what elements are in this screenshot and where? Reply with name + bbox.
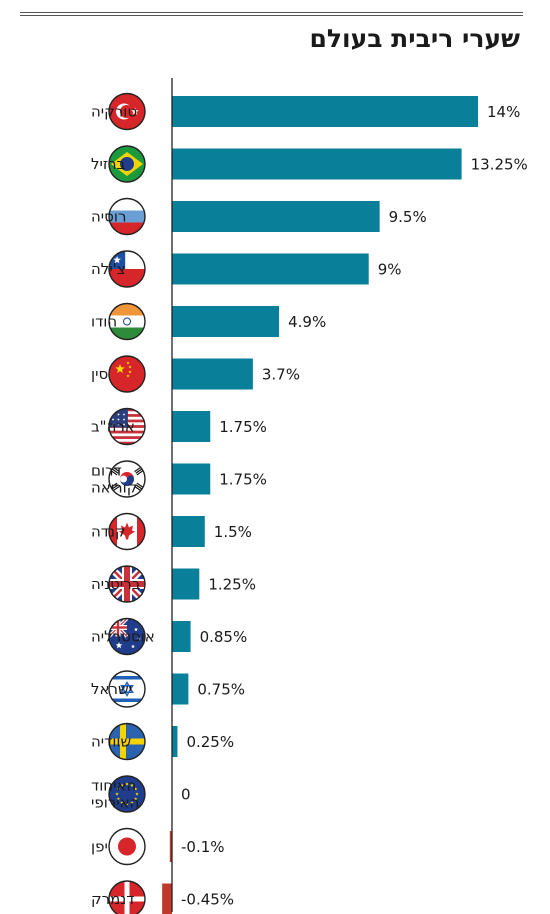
category-label: צ'ילה	[91, 260, 126, 278]
chart-bar	[172, 568, 200, 600]
data-label: 3.7%	[262, 366, 300, 384]
data-label: 1.25%	[208, 576, 256, 594]
data-label: 0.25%	[186, 733, 234, 751]
top-rule	[20, 12, 523, 13]
chart-row: 9% צ'ילה	[91, 250, 402, 288]
category-label: טורקיה	[91, 103, 137, 121]
chart-row: 0.85% אוסטרליה	[91, 617, 248, 656]
chart-bar	[169, 831, 172, 862]
chart-row: 0.25% שוודיה	[91, 722, 234, 761]
category-label: ברזיל	[91, 155, 126, 173]
chart-bar	[172, 148, 462, 180]
flag-outline	[108, 670, 146, 708]
chart-title: שערי ריבית בעולם	[309, 24, 520, 53]
category-label: ישראל	[91, 680, 132, 698]
flag-outline	[108, 355, 146, 393]
top-rule-second	[20, 15, 523, 16]
data-label: 1.75%	[219, 471, 267, 489]
category-label: בריטניה	[91, 575, 141, 593]
south-korea-flag-icon	[109, 461, 145, 497]
japan-flag-icon	[109, 828, 145, 865]
category-label: יפן	[91, 838, 108, 856]
category-label: רוסיה	[91, 208, 126, 226]
flag-outline	[108, 145, 146, 183]
flag-outline	[108, 565, 146, 603]
chart-row: 14% טורקיה	[91, 92, 520, 131]
data-label: 0.75%	[197, 681, 245, 699]
chart-bar	[172, 306, 280, 337]
data-label: 4.9%	[288, 313, 326, 331]
chart-bar	[172, 516, 205, 547]
category-label: דנמרק	[91, 890, 135, 908]
chart-bar	[172, 726, 178, 757]
chart-row: 13.25% ברזיל	[91, 145, 528, 183]
category-label: קנדה	[91, 523, 126, 541]
chart-row: -0.45% דנמרק	[91, 880, 234, 914]
chart-bar	[172, 411, 211, 442]
china-flag-icon	[109, 356, 145, 392]
flag-outline	[108, 250, 146, 288]
flag-outline	[108, 617, 146, 656]
chart-row: 1.75% ארה"ב	[91, 407, 267, 446]
flag-outline	[108, 722, 146, 761]
category-label: דרום	[91, 462, 122, 480]
data-label: -0.45%	[181, 891, 234, 909]
flag-outline	[108, 92, 146, 131]
chart-bar	[172, 201, 380, 232]
category-label: האירופי	[91, 794, 139, 812]
flag-outline	[108, 512, 146, 551]
chart-bar	[172, 96, 478, 127]
flag-outline	[108, 775, 146, 813]
chart-bar	[172, 673, 189, 705]
category-label: אוסטרליה	[91, 628, 155, 646]
chart-bar	[172, 621, 191, 652]
chart-bar	[172, 358, 253, 390]
israel-flag-icon	[109, 671, 145, 707]
data-label: 0.85%	[200, 628, 248, 646]
brazil-flag-icon	[109, 146, 145, 182]
data-label: 1.75%	[219, 418, 267, 436]
data-label: 13.25%	[471, 156, 528, 174]
category-label: שוודיה	[91, 733, 131, 751]
turkey-flag-icon	[109, 93, 145, 130]
category-label: האיחוד	[91, 777, 136, 795]
sweden-flag-icon	[109, 723, 145, 760]
flag-outline	[108, 827, 146, 866]
eu-flag-icon	[109, 776, 145, 812]
australia-flag-icon	[109, 618, 145, 655]
data-label: 9.5%	[389, 208, 427, 226]
data-label: 1.5%	[214, 523, 252, 541]
chart-row: -0.1% יפן	[91, 827, 225, 866]
flag-outline	[108, 880, 146, 914]
flag-outline	[108, 460, 146, 498]
flag-outline	[108, 197, 146, 236]
chart-row: 9.5% רוסיה	[91, 197, 427, 236]
chart-bar	[162, 883, 172, 914]
category-label: ארה"ב	[91, 418, 135, 436]
flag-outline	[108, 302, 146, 341]
data-label: 0	[181, 786, 191, 804]
flag-outline	[108, 407, 146, 446]
chart-bar	[172, 463, 211, 495]
data-label: 14%	[487, 103, 520, 121]
category-label: הודו	[91, 313, 117, 331]
uk-flag-icon	[109, 566, 145, 602]
chart-row: 0.75% ישראל	[91, 670, 245, 708]
chart-row: 4.9% הודו	[91, 302, 326, 341]
chart-bar	[172, 253, 369, 285]
chart-row: 3.7% סין	[91, 355, 300, 393]
data-label: 9%	[378, 261, 402, 279]
canada-flag-icon	[109, 513, 145, 550]
category-label: סין	[91, 365, 108, 383]
chart-row: 1.5% קנדה	[91, 512, 252, 551]
usa-flag-icon	[109, 408, 145, 445]
chart-row: 1.25% בריטניה	[91, 565, 256, 603]
data-label: -0.1%	[181, 838, 225, 856]
category-label: קוריאה	[91, 479, 137, 497]
